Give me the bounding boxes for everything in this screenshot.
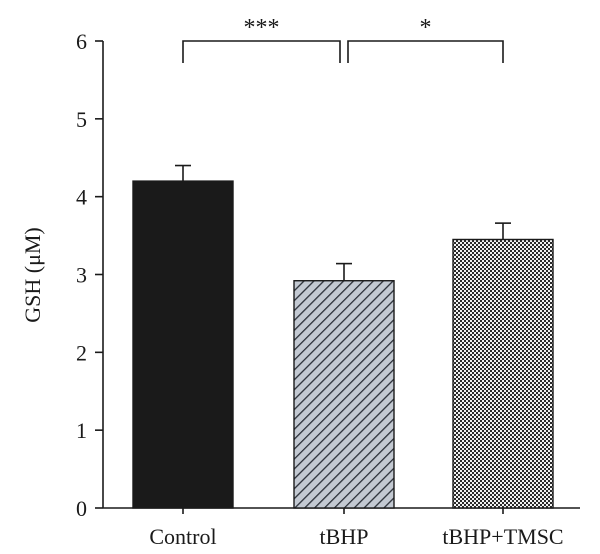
x-tick-label: tBHP+TMSC xyxy=(442,524,563,549)
y-tick-label: 1 xyxy=(76,418,87,443)
bars xyxy=(132,180,554,509)
significance-label: * xyxy=(420,15,432,41)
y-tick-label: 6 xyxy=(76,29,87,54)
significance-bracket xyxy=(347,40,504,63)
y-tick-label: 4 xyxy=(76,185,87,210)
y-tick-label: 5 xyxy=(76,107,87,132)
significance-brackets: *** * xyxy=(182,15,504,63)
x-tick-label: Control xyxy=(149,524,216,549)
axes: 0 1 2 3 4 5 6 Control tBHP tBHP+TMSC xyxy=(76,29,580,549)
y-axis-title: GSH (μM) xyxy=(20,227,45,323)
y-tick-label: 2 xyxy=(76,340,87,365)
x-tick-label: tBHP xyxy=(320,524,369,549)
y-tick-label: 3 xyxy=(76,263,87,288)
bar-tbhp xyxy=(293,280,395,509)
bar-tbhp-tmsc xyxy=(452,238,554,509)
significance-bracket xyxy=(182,40,341,63)
y-tick-label: 0 xyxy=(76,496,87,521)
significance-label: *** xyxy=(244,15,280,41)
error-bars xyxy=(175,164,511,281)
bar-control xyxy=(132,180,234,509)
